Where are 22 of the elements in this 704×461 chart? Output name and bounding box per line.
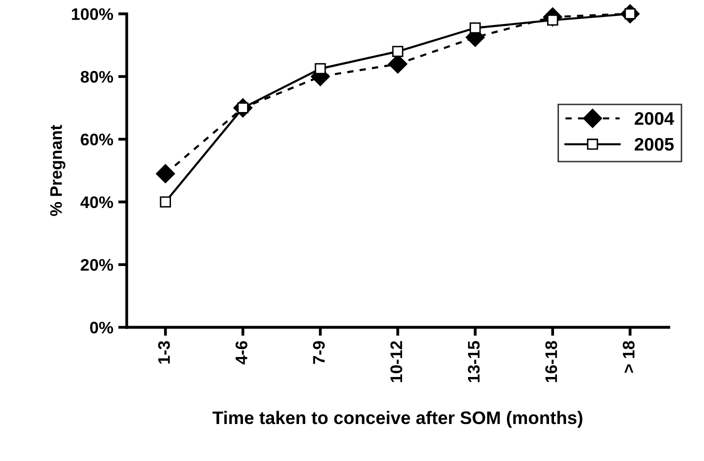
point <box>392 46 404 58</box>
y-tick-label: 80% <box>80 70 114 83</box>
x-tick-label: 13-15 <box>468 340 480 382</box>
y-tick-label: 100% <box>72 8 114 20</box>
x-tick-label: 16-18 <box>545 341 558 382</box>
y-tick-label: 60% <box>80 134 114 146</box>
x-tick-label: 7-9 <box>312 341 325 364</box>
x-tick-label: 10-12 <box>390 341 402 382</box>
point <box>156 164 175 184</box>
y-tick-label: 0% <box>90 322 114 334</box>
x-axis-title: Time taken to conceive after SOM (months) <box>212 410 582 428</box>
x-tick-label: 4-6 <box>236 341 248 364</box>
point <box>314 63 326 74</box>
y-tick-label: 40% <box>80 196 114 208</box>
point <box>470 22 481 34</box>
y-axis-title: % Pregnant <box>50 124 66 216</box>
y-tick-label: 20% <box>80 259 114 271</box>
x-tick-label: > 18 <box>622 341 635 373</box>
legend-label: 2005 <box>634 138 674 151</box>
point <box>160 196 171 208</box>
legend-label: 2004 <box>634 112 674 125</box>
x-tick-label: 1-3 <box>158 341 170 364</box>
